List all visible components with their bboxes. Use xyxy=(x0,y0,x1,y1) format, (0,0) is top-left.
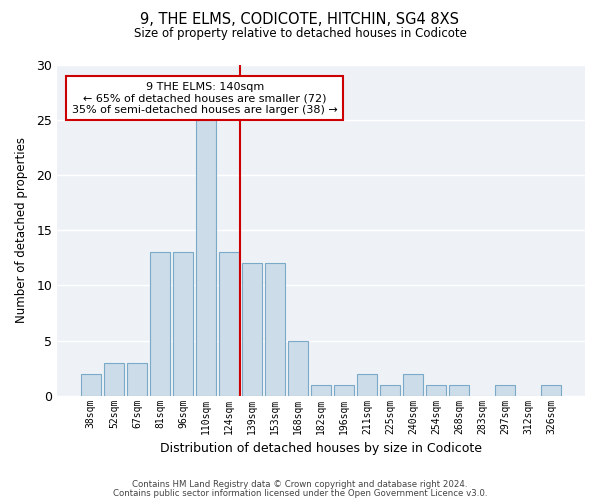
Bar xyxy=(541,384,561,396)
Bar xyxy=(403,374,423,396)
Bar xyxy=(380,384,400,396)
Bar xyxy=(496,384,515,396)
Bar xyxy=(104,362,124,396)
Bar xyxy=(242,264,262,396)
Bar xyxy=(427,384,446,396)
Bar xyxy=(196,120,216,396)
Bar xyxy=(219,252,239,396)
Bar xyxy=(150,252,170,396)
Bar xyxy=(265,264,285,396)
Bar xyxy=(288,340,308,396)
Text: 9 THE ELMS: 140sqm
← 65% of detached houses are smaller (72)
35% of semi-detache: 9 THE ELMS: 140sqm ← 65% of detached hou… xyxy=(72,82,338,114)
Bar xyxy=(173,252,193,396)
Bar xyxy=(311,384,331,396)
Y-axis label: Number of detached properties: Number of detached properties xyxy=(15,138,28,324)
Text: 9, THE ELMS, CODICOTE, HITCHIN, SG4 8XS: 9, THE ELMS, CODICOTE, HITCHIN, SG4 8XS xyxy=(140,12,460,28)
Bar xyxy=(127,362,146,396)
Text: Size of property relative to detached houses in Codicote: Size of property relative to detached ho… xyxy=(134,28,466,40)
Bar xyxy=(81,374,101,396)
Bar xyxy=(449,384,469,396)
X-axis label: Distribution of detached houses by size in Codicote: Distribution of detached houses by size … xyxy=(160,442,482,455)
Text: Contains HM Land Registry data © Crown copyright and database right 2024.: Contains HM Land Registry data © Crown c… xyxy=(132,480,468,489)
Text: Contains public sector information licensed under the Open Government Licence v3: Contains public sector information licen… xyxy=(113,490,487,498)
Bar xyxy=(357,374,377,396)
Bar xyxy=(334,384,354,396)
